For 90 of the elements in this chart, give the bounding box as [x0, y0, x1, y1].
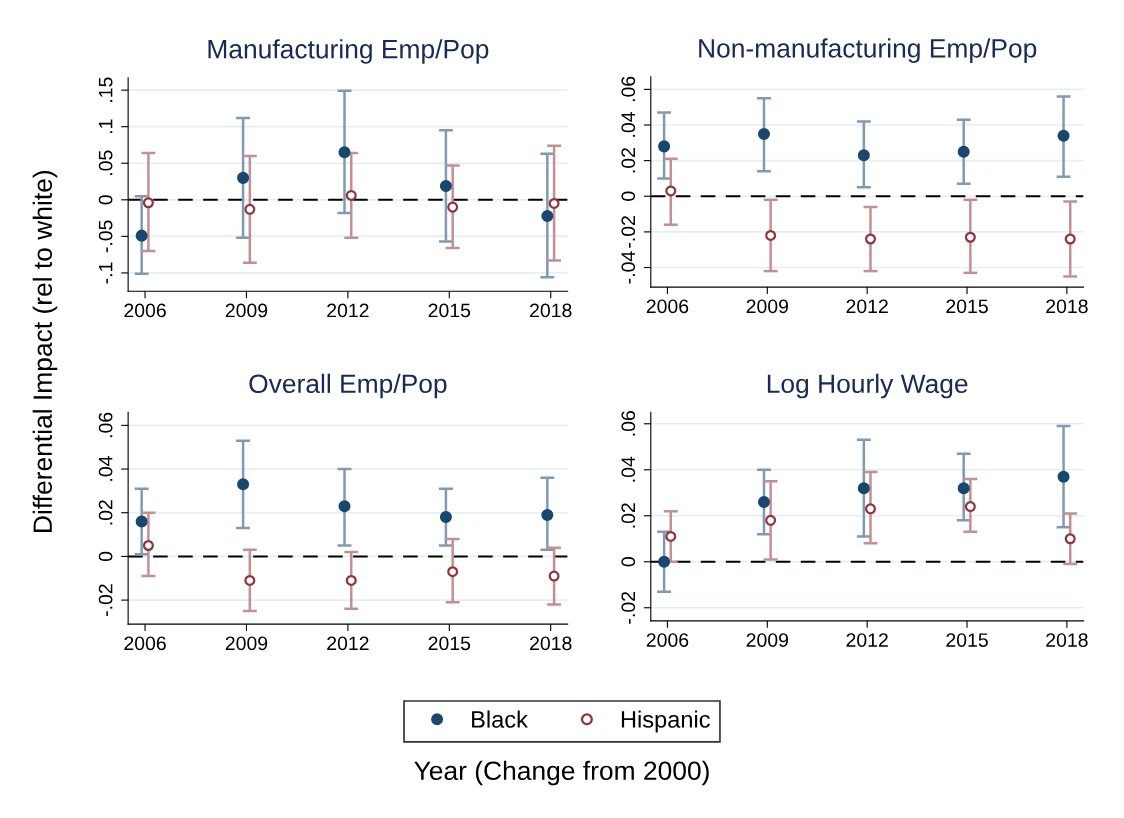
y-tick-label: .06	[621, 411, 636, 436]
y-tick-label: .1	[98, 119, 113, 134]
point	[1057, 470, 1070, 483]
point	[244, 203, 256, 215]
x-tick-label: 2018	[1046, 633, 1088, 647]
point	[541, 508, 554, 521]
x-tick-label: 2006	[646, 299, 689, 314]
point	[338, 146, 351, 159]
x-tick-label: 2012	[846, 299, 888, 314]
y-tick-label: .15	[98, 77, 113, 102]
point	[135, 515, 148, 528]
x-tick-label: 2006	[124, 303, 166, 318]
y-tick-label: 0	[98, 551, 113, 562]
point	[964, 501, 976, 513]
x-tick-label: 2018	[1046, 299, 1088, 314]
y-tick-label: .05	[98, 150, 113, 175]
y-tick-label: .04	[621, 456, 636, 482]
x-tick-label: 2009	[746, 633, 789, 647]
x-tick-label: 2015	[946, 633, 988, 647]
point	[237, 171, 250, 184]
point	[345, 189, 357, 201]
x-tick-label: 2015	[428, 303, 471, 318]
y-tick-label: -.02	[98, 584, 113, 616]
y-tick-label: -.02	[621, 591, 636, 624]
point	[1057, 129, 1070, 142]
x-tick-label: 2012	[327, 303, 369, 318]
x-tick-label: 2015	[946, 299, 988, 314]
point	[665, 530, 677, 542]
y-tick-label: .06	[621, 76, 636, 102]
chart-title: Manufacturing Emp/Pop	[208, 39, 489, 64]
point	[548, 197, 560, 209]
x-tick-label: 2012	[327, 636, 369, 651]
chart-title: Overall Emp/Pop	[249, 373, 447, 399]
y-tick-label: .06	[98, 412, 113, 438]
point	[964, 231, 976, 243]
point	[757, 495, 770, 508]
legend-label: Black	[472, 710, 528, 728]
y-tick-label: .04	[621, 112, 636, 137]
x-axis-title: Year (Change from 2000)	[414, 760, 709, 786]
legend-label: Hispanic	[621, 710, 710, 733]
y-tick-label: .02	[98, 500, 113, 525]
point	[857, 149, 870, 162]
x-tick-label: 2006	[124, 636, 166, 651]
point	[864, 233, 876, 245]
point	[439, 511, 452, 524]
point	[447, 201, 459, 213]
chart-title: Log Hourly Wage	[767, 373, 968, 399]
point	[957, 482, 970, 495]
point	[541, 209, 554, 222]
x-tick-label: 2012	[846, 633, 888, 647]
y-tick-label: 0	[621, 557, 636, 567]
point	[864, 503, 876, 515]
point	[439, 179, 452, 192]
point	[135, 229, 148, 242]
y-tick-label: -.04	[621, 251, 636, 284]
x-tick-label: 2018	[530, 303, 572, 318]
x-tick-label: 2009	[746, 299, 789, 314]
point	[142, 540, 154, 552]
point	[142, 197, 154, 209]
x-tick-label: 2015	[428, 636, 471, 651]
point	[345, 574, 357, 586]
y-tick-label: .02	[621, 503, 636, 528]
y-tick-label: .04	[98, 456, 113, 481]
point	[857, 482, 870, 495]
point	[244, 574, 256, 586]
x-tick-label: 2009	[225, 303, 268, 318]
point	[957, 145, 970, 158]
y-tick-label: -.05	[98, 220, 113, 253]
x-tick-label: 2009	[225, 636, 268, 651]
x-tick-label: 2006	[646, 633, 689, 647]
point	[658, 140, 671, 153]
point	[548, 570, 560, 582]
point	[447, 566, 459, 578]
point	[658, 555, 671, 568]
point	[1064, 233, 1076, 245]
chart-title: Non-manufacturing Emp/Pop	[699, 38, 1037, 63]
y-tick-label: 0	[98, 195, 113, 205]
point	[338, 500, 351, 513]
point	[665, 185, 677, 197]
point	[757, 127, 770, 140]
x-tick-label: 2018	[530, 636, 572, 651]
point	[765, 229, 777, 241]
y-tick-label: 0	[621, 191, 636, 201]
y-tick-label: .02	[621, 148, 636, 173]
y-tick-label: -.1	[98, 262, 113, 284]
y-axis-title: Differential Impact (rel to white)	[32, 171, 58, 532]
point	[1064, 533, 1076, 545]
y-tick-label: -.02	[621, 216, 636, 248]
point	[765, 514, 777, 526]
point	[237, 478, 250, 491]
